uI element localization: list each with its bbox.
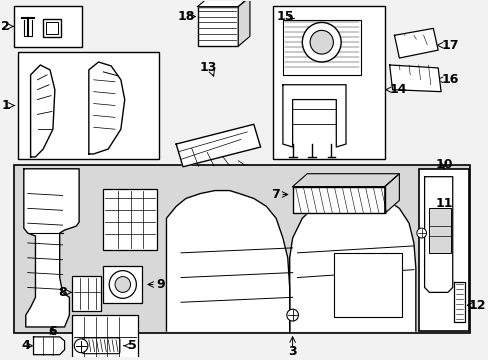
Bar [103, 189, 157, 250]
Text: 7: 7 [271, 188, 280, 201]
Bar [72, 315, 138, 360]
Circle shape [302, 22, 341, 62]
Bar [428, 208, 450, 253]
Polygon shape [89, 62, 124, 154]
Text: 13: 13 [199, 62, 217, 75]
Circle shape [416, 228, 426, 238]
Bar [43, 19, 61, 37]
Polygon shape [166, 190, 289, 331]
Text: 5: 5 [127, 339, 136, 352]
Bar [197, 6, 238, 46]
Polygon shape [197, 0, 249, 6]
Polygon shape [394, 28, 437, 58]
Polygon shape [31, 65, 55, 157]
Text: 8: 8 [58, 286, 66, 299]
Bar [283, 21, 360, 75]
Polygon shape [292, 186, 384, 213]
Polygon shape [238, 0, 249, 46]
Text: 3: 3 [288, 345, 296, 358]
Polygon shape [292, 174, 399, 186]
Polygon shape [424, 177, 452, 292]
Circle shape [309, 30, 333, 54]
Polygon shape [384, 174, 399, 213]
Text: 12: 12 [468, 299, 485, 312]
Bar [46, 22, 58, 34]
Bar [18, 52, 159, 159]
Text: 16: 16 [440, 73, 458, 86]
Text: 14: 14 [389, 83, 407, 96]
Bar [418, 169, 468, 331]
Circle shape [74, 339, 88, 353]
Text: 4: 4 [22, 339, 31, 352]
Polygon shape [34, 337, 64, 355]
Polygon shape [389, 65, 440, 92]
Bar [334, 253, 402, 317]
Polygon shape [453, 283, 465, 322]
Bar [103, 266, 142, 303]
Bar [72, 275, 101, 311]
Text: 2: 2 [1, 20, 10, 33]
Bar [273, 6, 384, 159]
Polygon shape [176, 124, 260, 167]
Text: 18: 18 [177, 10, 194, 23]
Polygon shape [283, 85, 346, 147]
Text: 9: 9 [157, 278, 165, 291]
Bar [14, 165, 469, 333]
Circle shape [115, 276, 130, 292]
Text: 10: 10 [434, 158, 452, 171]
Circle shape [109, 271, 136, 298]
Text: 17: 17 [440, 39, 458, 52]
Text: 11: 11 [434, 197, 452, 210]
Text: 15: 15 [276, 10, 293, 23]
Bar [14, 6, 82, 47]
Text: 6: 6 [48, 325, 57, 338]
Polygon shape [289, 194, 415, 331]
Circle shape [286, 309, 298, 321]
Polygon shape [24, 169, 79, 327]
Text: 1: 1 [1, 99, 10, 112]
FancyBboxPatch shape [82, 338, 120, 354]
